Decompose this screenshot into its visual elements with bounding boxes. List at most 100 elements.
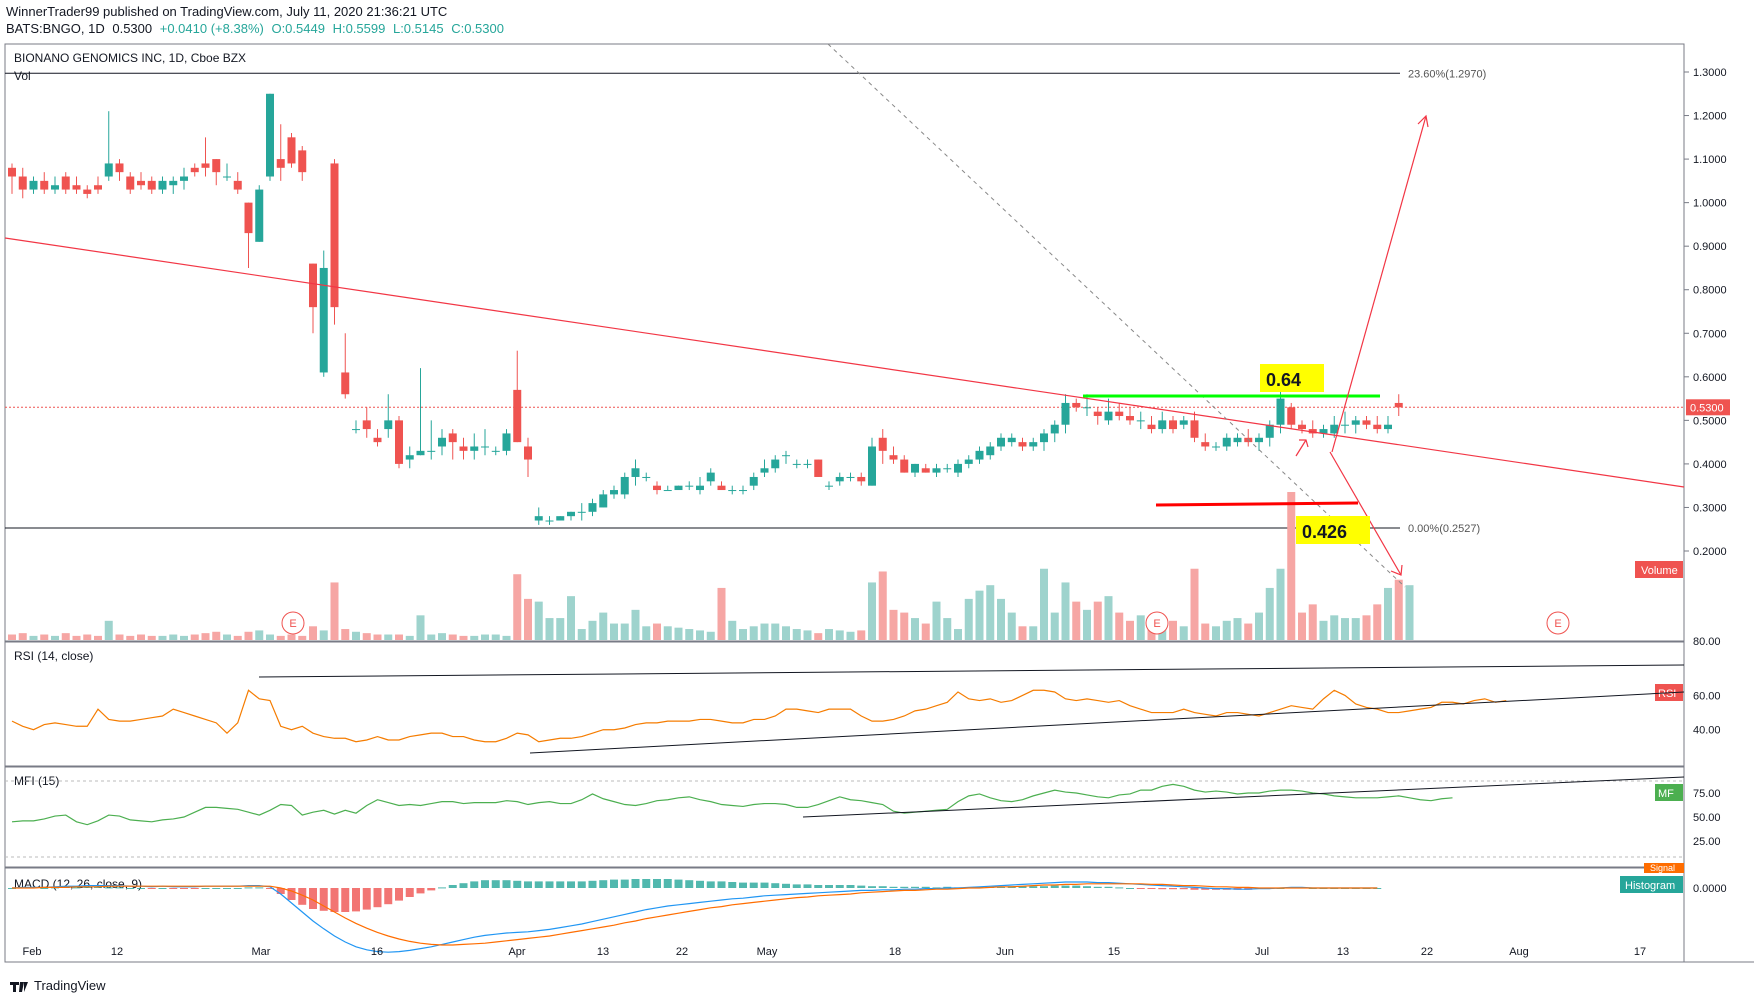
macd-histogram-bar <box>771 883 780 888</box>
volume-bar <box>1201 623 1210 640</box>
histogram-badge <box>1620 876 1683 893</box>
candle-body <box>620 476 629 495</box>
volume-bar <box>1029 626 1038 640</box>
volume-bar <box>1298 612 1306 640</box>
candle-body <box>1169 420 1177 430</box>
volume-bar <box>158 635 167 640</box>
volume-bar <box>577 629 586 640</box>
change-value: +0.0410 (+8.38%) <box>159 21 264 36</box>
time-tick-label: Jun <box>996 946 1014 958</box>
candle-body <box>427 450 436 452</box>
volume-bar <box>921 623 930 640</box>
macd-histogram-bar <box>276 888 285 894</box>
rsi-label: RSI (14, close) <box>14 649 93 663</box>
candle-body <box>599 494 608 508</box>
macd-histogram-bar <box>384 888 393 905</box>
rsi-tick-label: 40.00 <box>1693 725 1721 737</box>
macd-histogram-bar <box>427 888 436 891</box>
candle-body <box>405 455 414 460</box>
candle-body <box>610 490 618 495</box>
candle-body <box>1093 411 1102 417</box>
candle-body <box>975 450 984 460</box>
volume-bar <box>631 609 640 640</box>
volume-bar <box>1007 612 1016 640</box>
macd-histogram-bar <box>868 886 876 888</box>
rsi-pane[interactable] <box>4 641 1685 767</box>
volume-bar <box>545 618 554 640</box>
macd-histogram-bar <box>40 888 49 889</box>
candle-body <box>1394 402 1403 408</box>
candle-body <box>1050 424 1059 434</box>
price-tick-label: 0.9000 <box>1693 241 1727 253</box>
macd-histogram-bar <box>878 886 887 888</box>
candle-body <box>1136 420 1145 422</box>
macd-line <box>11 881 1378 953</box>
volume-bar <box>728 620 737 640</box>
volume-bar <box>997 598 1005 640</box>
macd-histogram-bar <box>126 888 135 889</box>
candle-body <box>513 389 522 443</box>
candle-body <box>964 459 973 464</box>
candle-body <box>470 446 479 451</box>
volume-bar <box>588 620 597 640</box>
volume-bars <box>8 492 1414 640</box>
time-tick-label: 22 <box>1421 946 1433 958</box>
candle-body <box>771 459 780 469</box>
fib-level-label: 0.00%(0.2527) <box>1408 523 1480 535</box>
macd-histogram-bar <box>1136 888 1145 889</box>
last-price-badge <box>1686 399 1730 416</box>
macd-histogram-bar <box>782 883 790 888</box>
rsi-top-tick: 80.00 <box>1693 636 1721 648</box>
rsi-line <box>11 689 1507 743</box>
candle-body <box>653 485 661 491</box>
time-tick-label: May <box>757 946 778 958</box>
tradingview-logo-icon <box>10 981 28 992</box>
macd-histogram-bar <box>706 881 715 888</box>
candle-body <box>739 490 747 492</box>
macd-indicator: MACD (12, 26, close, 9) 0.0000 Signal Histo… <box>8 863 1727 953</box>
volume-bar <box>341 629 350 640</box>
volume-bar <box>309 626 317 640</box>
mfi-pane[interactable] <box>4 766 1685 868</box>
macd-histogram-bar <box>921 886 930 888</box>
macd-histogram-bar <box>1050 885 1059 888</box>
macd-histogram-bar <box>1040 886 1048 888</box>
macd-histogram-bar <box>72 887 81 889</box>
macd-histogram-bar <box>911 886 919 888</box>
candle-body <box>266 93 274 177</box>
macd-histogram-bar <box>373 888 382 908</box>
candle-body <box>438 437 446 447</box>
volume-bar <box>115 634 124 640</box>
volume-bar <box>975 590 984 640</box>
candle-body <box>556 516 565 521</box>
macd-histogram-bar <box>1072 885 1081 888</box>
macd-histogram-bar <box>1093 886 1102 888</box>
signal-badge <box>1644 863 1684 873</box>
macd-histogram-bar <box>674 879 683 888</box>
volume-bar <box>1018 626 1027 640</box>
candle-body <box>900 459 909 473</box>
earnings-marker-label: E <box>289 618 296 630</box>
macd-histogram-bar <box>835 885 844 888</box>
candle-body <box>1373 424 1382 430</box>
candle-body <box>1330 424 1339 434</box>
candle-body <box>1179 420 1188 425</box>
candle-body <box>180 176 188 181</box>
tradingview-footer[interactable]: TradingView <box>10 978 106 993</box>
volume-bar <box>491 634 500 640</box>
macd-histogram-bar <box>857 885 866 888</box>
volume-bar <box>18 633 27 640</box>
macd-histogram-bar <box>685 880 694 888</box>
candle-body <box>201 163 210 168</box>
candle-body <box>1104 411 1113 421</box>
candle-body <box>1018 442 1027 447</box>
candle-body <box>728 490 737 492</box>
macd-histogram-bar <box>255 887 264 889</box>
earnings-marker <box>1145 611 1169 635</box>
price-pane[interactable] <box>4 43 1685 642</box>
macd-histogram-bar <box>244 887 253 889</box>
publisher-line: WinnerTrader99 published on TradingView.… <box>6 4 448 19</box>
candle-body <box>1007 437 1016 443</box>
